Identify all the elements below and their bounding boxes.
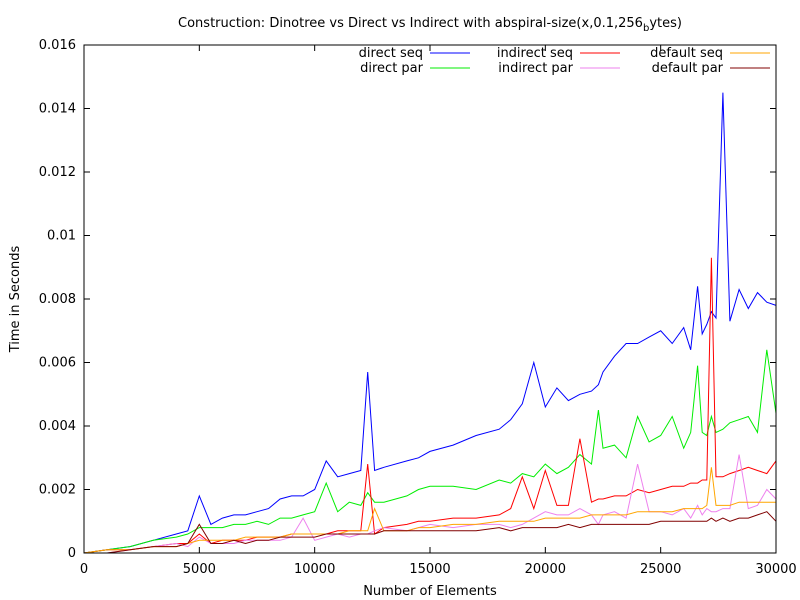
y-tick-label: 0.01 <box>47 229 76 244</box>
x-tick-label: 20000 <box>525 562 566 577</box>
x-tick-label: 5000 <box>183 562 216 577</box>
chart-title-suffix: ytes) <box>649 16 682 31</box>
legend-label-indirect-par: indirect par <box>498 61 573 76</box>
y-axis-label: Time in Seconds <box>8 246 23 354</box>
chart-title-main: Construction: Dinotree vs Direct vs Indi… <box>178 16 643 31</box>
series-line-default-par <box>84 511 777 554</box>
legend-label-default-par: default par <box>652 61 724 76</box>
series-line-direct-par <box>83 349 777 554</box>
legend-label-default-seq: default seq <box>650 46 723 61</box>
legend-label-indirect-seq: indirect seq <box>497 46 573 61</box>
legend-label-direct-seq: direct seq <box>359 46 423 61</box>
y-tick-label: 0.004 <box>39 419 76 434</box>
series-line-direct-seq <box>83 92 777 554</box>
x-tick-label: 30000 <box>755 562 796 577</box>
chart-title-subscript: b <box>643 23 649 34</box>
series-line-default-seq <box>83 467 776 554</box>
axis-ticks: 0 5000 10000 15000 20000 25000 30000 0 0.002 0.00… <box>39 38 797 577</box>
y-tick-label: 0.016 <box>39 38 76 53</box>
series-line-indirect-seq <box>83 257 777 554</box>
chart-title: Construction: Dinotree vs Direct vs Indi… <box>178 16 682 34</box>
series-lines <box>83 92 777 554</box>
y-tick-label: 0.008 <box>39 292 76 307</box>
y-tick-label: 0.006 <box>39 356 76 371</box>
x-tick-label: 10000 <box>294 562 335 577</box>
y-tick-label: 0 <box>68 546 76 561</box>
legend-label-direct-par: direct par <box>360 61 424 76</box>
plot-frame <box>83 44 777 554</box>
x-axis-label: Number of Elements <box>363 584 497 599</box>
x-tick-label: 15000 <box>409 562 450 577</box>
y-tick-label: 0.012 <box>39 165 76 180</box>
series-line-indirect-par <box>84 454 777 554</box>
y-tick-label: 0.014 <box>39 102 76 117</box>
x-tick-label: 0 <box>80 562 88 577</box>
x-tick-label: 25000 <box>640 562 681 577</box>
y-tick-label: 0.002 <box>39 483 76 498</box>
